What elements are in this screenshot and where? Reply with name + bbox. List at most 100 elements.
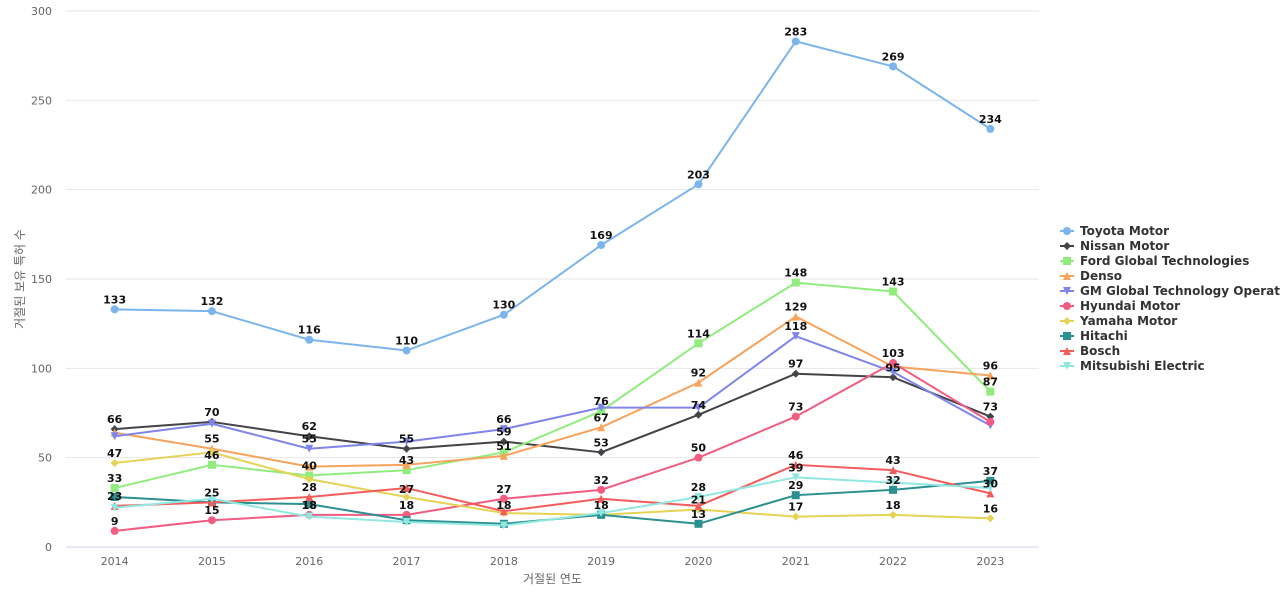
- y-tick-label: 100: [31, 362, 52, 375]
- series-line: [114, 372, 991, 454]
- legend-label: Bosch: [1080, 344, 1120, 358]
- data-point: [986, 476, 995, 485]
- data-label: 130: [492, 299, 515, 312]
- data-point: [889, 367, 898, 376]
- x-tick-label: 2016: [295, 555, 323, 568]
- legend-item[interactable]: Toyota Motor: [1060, 224, 1169, 238]
- data-point: [889, 62, 898, 71]
- legend-item[interactable]: Denso: [1060, 269, 1122, 283]
- data-point: [305, 335, 314, 344]
- data-label: 87: [983, 376, 998, 389]
- data-labels: 133 1321161101301692032832692346670625566…: [103, 25, 1002, 528]
- data-point: [986, 371, 995, 380]
- data-point: [402, 444, 411, 453]
- data-label: 53: [593, 436, 608, 449]
- legend-item[interactable]: Hitachi: [1060, 329, 1128, 343]
- data-label: 46: [788, 449, 804, 462]
- data-point: [110, 459, 119, 468]
- data-label: 118: [784, 320, 807, 333]
- data-point: [791, 332, 800, 341]
- series-line: [114, 40, 991, 352]
- legend-marker: [1063, 362, 1071, 370]
- data-label: 18: [399, 499, 414, 512]
- data-point: [889, 510, 898, 519]
- data-label: 39: [788, 461, 803, 474]
- data-point: [207, 448, 216, 457]
- data-label: 28: [302, 481, 317, 494]
- data-label: 28: [691, 481, 706, 494]
- data-label: 51: [496, 440, 511, 453]
- data-point: [791, 512, 800, 521]
- data-point: [986, 484, 995, 493]
- data-label: 33: [107, 472, 122, 485]
- data-point: [110, 484, 119, 493]
- legend-item[interactable]: GM Global Technology Operat...: [1060, 284, 1280, 298]
- data-label: 95: [885, 361, 900, 374]
- data-point: [597, 423, 606, 432]
- data-label: 15: [204, 504, 219, 517]
- series-lines: [110, 37, 995, 535]
- data-point: [499, 451, 508, 460]
- data-point: [694, 410, 703, 419]
- data-label: 234: [979, 113, 1002, 126]
- data-label: 13: [691, 508, 706, 521]
- data-label: 148: [784, 267, 807, 280]
- data-label: 66: [496, 413, 512, 426]
- x-tick-label: 2017: [393, 555, 421, 568]
- x-tick-label: 2022: [879, 555, 907, 568]
- legend-item[interactable]: Mitsubishi Electric: [1060, 359, 1205, 373]
- data-label: 37: [983, 465, 998, 478]
- data-label: 70: [204, 406, 220, 419]
- series-line: [114, 315, 991, 468]
- legend-label: Nissan Motor: [1080, 239, 1169, 253]
- data-point: [694, 501, 703, 510]
- series-line: [114, 451, 991, 520]
- data-label: 283: [784, 25, 807, 38]
- legend-marker: [1063, 242, 1071, 250]
- y-tick-label: 150: [31, 273, 52, 286]
- legend-marker: [1063, 332, 1071, 340]
- y-axis-title: 거절된 보유 특허 수: [13, 229, 27, 329]
- x-tick-label: 2018: [490, 555, 518, 568]
- legend-label: Mitsubishi Electric: [1080, 359, 1205, 373]
- data-point: [986, 417, 995, 426]
- data-label: 27: [496, 483, 511, 496]
- y-tick-label: 200: [31, 184, 52, 197]
- data-point: [791, 491, 800, 500]
- data-point: [889, 373, 898, 382]
- legend-marker: [1063, 257, 1071, 265]
- legend-label: Hyundai Motor: [1080, 299, 1180, 313]
- data-point: [207, 419, 216, 428]
- data-point: [889, 358, 898, 367]
- data-point: [305, 492, 314, 501]
- data-point: [791, 412, 800, 421]
- data-point: [986, 514, 995, 523]
- legend-item[interactable]: Yamaha Motor: [1060, 314, 1177, 328]
- data-point: [207, 516, 216, 525]
- data-label: 27: [399, 483, 414, 496]
- legend-item[interactable]: Bosch: [1060, 344, 1120, 358]
- data-label: 66: [107, 413, 123, 426]
- data-label: 269: [882, 50, 905, 63]
- data-label: 97: [788, 358, 803, 371]
- data-point: [402, 346, 411, 355]
- data-point: [597, 448, 606, 457]
- legend-item[interactable]: Nissan Motor: [1060, 239, 1169, 253]
- legend-label: Yamaha Motor: [1079, 314, 1177, 328]
- x-tick-label: 2014: [101, 555, 129, 568]
- data-label: 32: [593, 474, 608, 487]
- series-bosch: [110, 460, 995, 516]
- legend-item[interactable]: Hyundai Motor: [1060, 299, 1180, 313]
- data-label: 16: [983, 502, 999, 515]
- data-point: [694, 492, 703, 501]
- legend-item[interactable]: Ford Global Technologies: [1060, 254, 1249, 268]
- data-point: [889, 466, 898, 475]
- y-tick-label: 50: [38, 452, 52, 465]
- data-label: 55: [399, 433, 414, 446]
- data-label: 62: [302, 420, 317, 433]
- data-point: [207, 307, 216, 316]
- data-label: 96: [983, 359, 999, 372]
- data-label: 59: [496, 426, 511, 439]
